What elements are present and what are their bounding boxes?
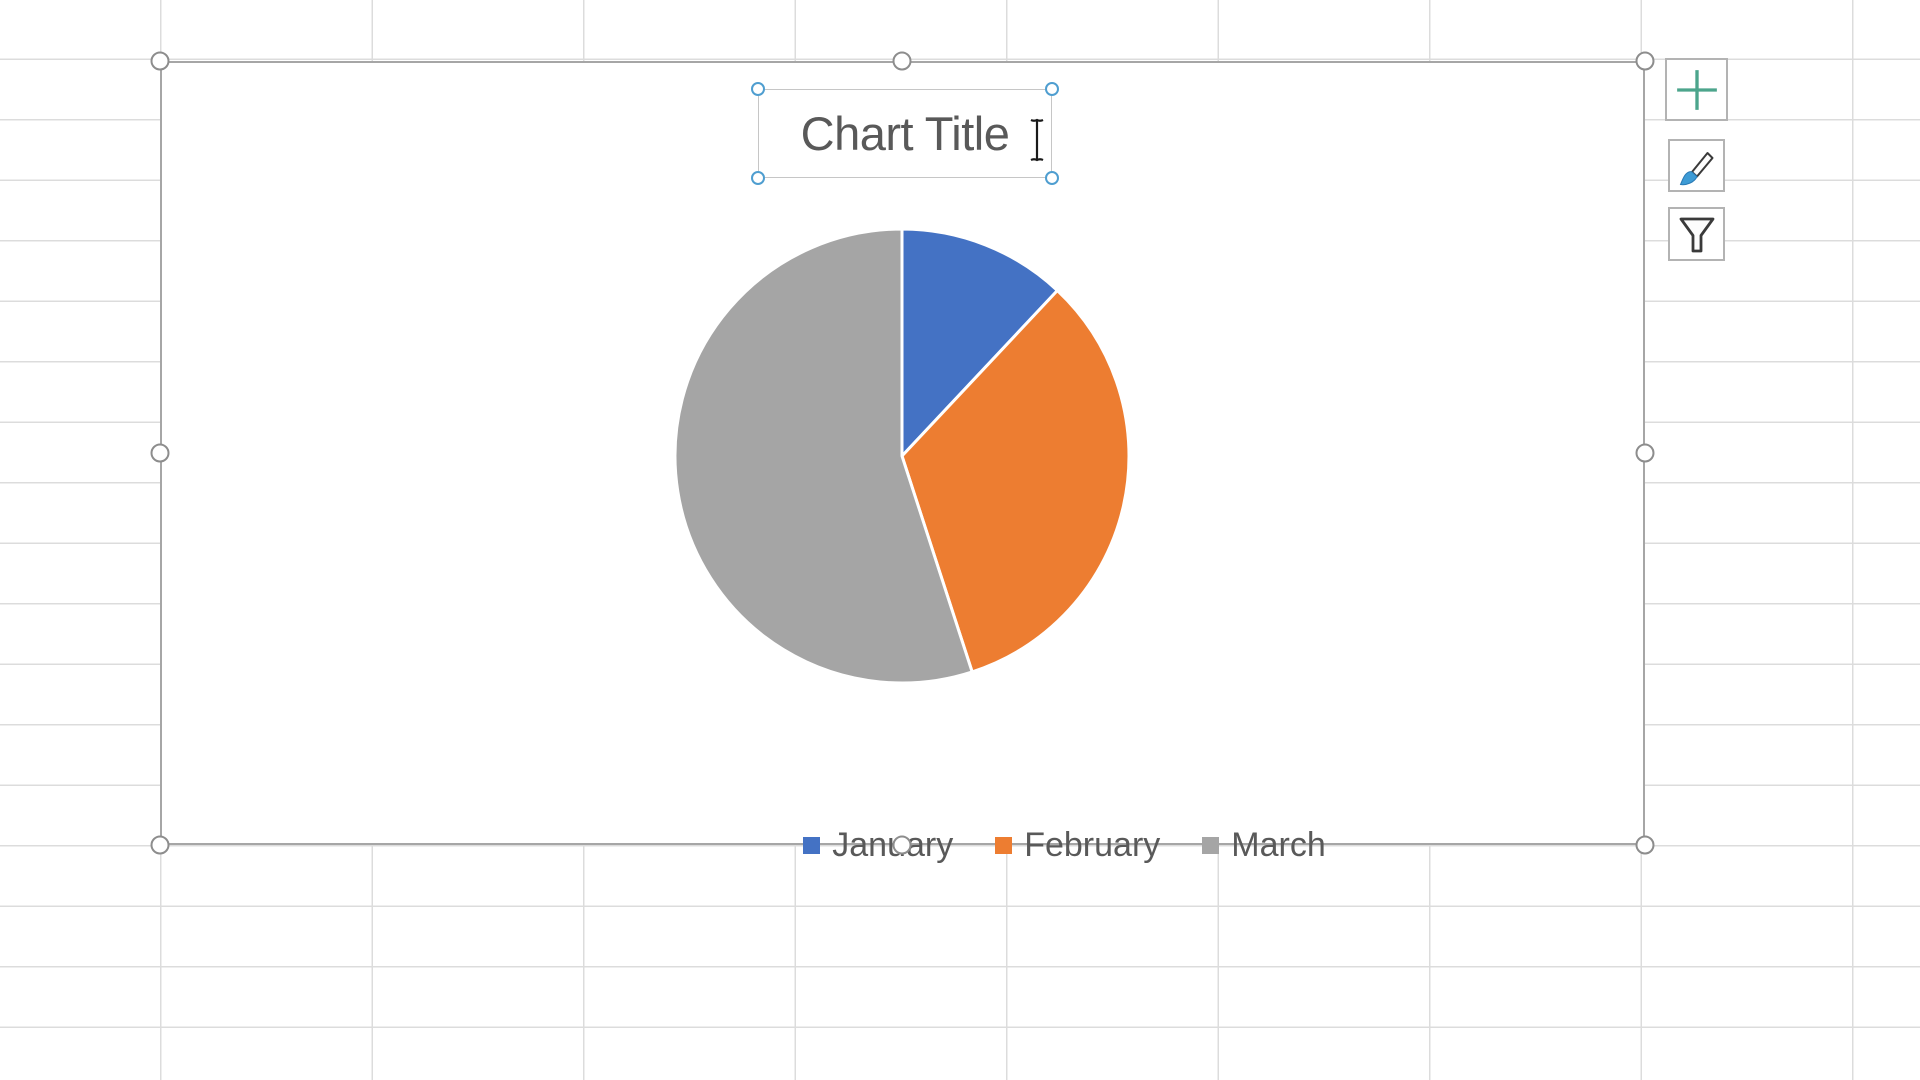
chart-resize-handle-top-left[interactable] (150, 51, 170, 71)
text-cursor (1028, 118, 1046, 167)
title-resize-handle-bottom-right[interactable] (1045, 171, 1059, 185)
paintbrush-icon (1679, 151, 1713, 185)
legend-item-march[interactable]: March (1202, 825, 1326, 865)
chart-resize-handle-bottom-left[interactable] (150, 835, 170, 855)
chart-styles-button[interactable] (1668, 139, 1725, 192)
title-resize-handle-top-left[interactable] (751, 82, 765, 96)
legend-swatch (995, 836, 1013, 854)
chart-resize-handle-top-right[interactable] (1635, 51, 1655, 71)
chart-resize-handle-middle-left[interactable] (150, 443, 170, 463)
chart-resize-handle-top-center[interactable] (892, 51, 912, 71)
funnel-icon (1679, 217, 1714, 253)
pie-slice-march[interactable] (673, 227, 974, 685)
legend-item-february[interactable]: February (995, 826, 1160, 865)
pie-chart[interactable] (672, 226, 1132, 686)
legend-label: March (1231, 825, 1326, 864)
chart-title-box[interactable]: Chart Title (758, 89, 1052, 178)
title-resize-handle-top-right[interactable] (1045, 82, 1059, 96)
chart-resize-handle-bottom-right[interactable] (1635, 835, 1655, 855)
chart-elements-button[interactable] (1665, 58, 1728, 121)
title-resize-handle-bottom-left[interactable] (751, 171, 765, 185)
legend-item-january[interactable]: January (803, 826, 953, 865)
legend-label: February (1024, 825, 1161, 864)
chart-legend[interactable]: January February March (322, 815, 1807, 875)
pie-slice-january[interactable] (900, 227, 1059, 458)
legend-swatch (1202, 836, 1220, 854)
chart-resize-handle-middle-right[interactable] (1635, 443, 1655, 463)
legend-swatch (803, 836, 821, 854)
chart-resize-handle-bottom-center[interactable] (892, 835, 912, 855)
plus-icon (1676, 69, 1717, 110)
chart-title[interactable]: Chart Title (800, 107, 1010, 160)
chart-filters-button[interactable] (1668, 207, 1725, 261)
pie-slice-february[interactable] (900, 289, 1131, 674)
